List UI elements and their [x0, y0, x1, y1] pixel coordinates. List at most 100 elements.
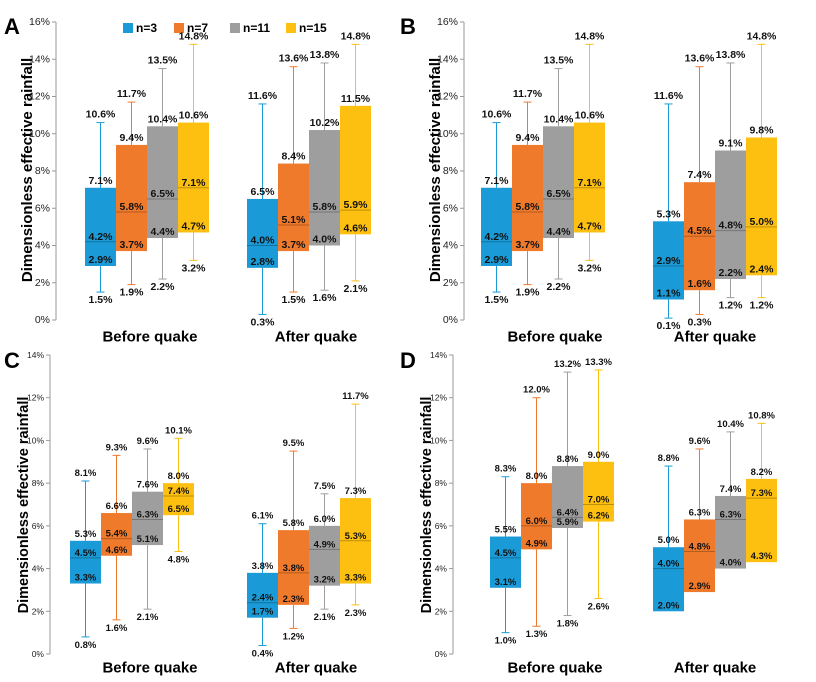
panel-D: D Dimensionless effective rainfall 0% 2% 4% 6…: [400, 348, 777, 677]
max-label: 9.3%: [106, 442, 128, 453]
box-n7: 13.6% 8.4% 5.1% 3.7% 1.5%: [278, 53, 309, 306]
q3-label: 9.4%: [120, 132, 145, 144]
y-tick-label: 4%: [35, 240, 50, 252]
panel-letter: B: [400, 14, 416, 39]
median-label: 4.0%: [251, 235, 276, 247]
y-axis-label: Dimensionless effective rainfall: [16, 397, 32, 614]
median-label: 4.2%: [89, 231, 114, 243]
box-n11: 13.8% 10.2% 5.8% 4.0% 1.6%: [309, 49, 340, 304]
box-n15: 11.7% 7.3% 5.3% 3.3% 2.3%: [340, 391, 371, 619]
box-body: [70, 540, 101, 584]
max-label: 9.6%: [689, 436, 711, 447]
box-body: [512, 144, 543, 252]
max-label: 14.8%: [747, 30, 777, 42]
y-axis-label: Dimensionless effective rainfall: [19, 58, 36, 282]
median-label: 4.9%: [314, 539, 336, 550]
q1-label: 4.7%: [182, 220, 207, 232]
q1-label: 2.4%: [750, 263, 775, 275]
y-axis-label: Dimensionless effective rainfall: [419, 397, 435, 614]
q3-label: 7.4%: [720, 484, 742, 495]
box-body: [653, 547, 684, 612]
q3-label: 8.2%: [751, 467, 773, 478]
median-label: 5.9%: [344, 199, 369, 211]
median-label: 5.1%: [282, 214, 307, 226]
min-label: 2.2%: [151, 281, 176, 293]
y-tick-label: 8%: [435, 478, 448, 488]
q1-label: 3.2%: [314, 575, 336, 586]
y-tick-label: 16%: [29, 16, 50, 28]
panel-letter: C: [4, 348, 20, 373]
box-body: [653, 221, 684, 300]
box-body: [490, 536, 521, 588]
median-label: 5.8%: [313, 201, 338, 213]
median-label: 4.0%: [658, 559, 680, 570]
box-n11: 13.5% 10.4% 6.5% 4.4% 2.2%: [147, 55, 178, 293]
box-body: [340, 498, 371, 584]
q1-label: 3.1%: [495, 577, 517, 588]
box-body: [583, 461, 614, 522]
max-label: 9.5%: [283, 438, 305, 449]
max-label: 14.8%: [179, 30, 209, 42]
q3-label: 6.6%: [106, 501, 128, 512]
box-body: [85, 187, 116, 266]
q1-label: 4.6%: [344, 222, 369, 234]
legend-label: n=3: [136, 21, 157, 35]
y-tick-label: 12%: [437, 91, 458, 103]
min-label: 1.2%: [283, 631, 305, 642]
box-n7: 9.3% 6.6% 5.4% 4.6% 1.6%: [101, 442, 132, 634]
box-body: [684, 519, 715, 593]
q3-label: 7.1%: [485, 175, 510, 187]
q3-label: 8.0%: [526, 471, 548, 482]
max-label: 13.2%: [554, 359, 581, 370]
box-n11: 10.4% 7.4% 6.3% 4.0%: [715, 419, 746, 569]
box-n3: 8.1% 5.3% 4.5% 3.3% 0.8%: [70, 468, 101, 651]
median-label: 5.4%: [106, 529, 128, 540]
box-body: [715, 150, 746, 280]
category-label: Before quake: [507, 660, 602, 677]
box-n7: 9.5% 5.8% 3.8% 2.3% 1.2%: [278, 438, 309, 642]
box-n7: 11.7% 9.4% 5.8% 3.7% 1.9%: [512, 88, 543, 299]
median-label: 5.0%: [750, 216, 775, 228]
min-label: 1.9%: [120, 287, 145, 299]
max-label: 14.8%: [575, 30, 605, 42]
q3-label: 7.4%: [688, 169, 713, 181]
y-tick-label: 2%: [35, 277, 50, 289]
box-body: [684, 182, 715, 291]
median-label: 7.0%: [588, 495, 610, 506]
median-label: 7.3%: [751, 488, 773, 499]
box-n11: 13.2% 8.8% 6.4%5.9% 1.8%: [552, 359, 583, 630]
category-label: Before quake: [102, 329, 197, 346]
category-label: After quake: [674, 329, 757, 346]
box-n3: 10.6% 7.1% 4.2% 2.9% 1.5%: [85, 109, 116, 306]
y-tick-label: 12%: [27, 393, 44, 403]
min-label: 0.1%: [657, 320, 682, 332]
q1-label: 2.8%: [251, 256, 276, 268]
y-tick-label: 4%: [32, 564, 45, 574]
max-label: 11.7%: [342, 391, 369, 402]
box-n3: 6.1% 3.8% 2.4% 1.7% 0.4%: [247, 511, 278, 659]
box-n3: 8.3% 5.5% 4.5% 3.1% 1.0%: [490, 464, 521, 647]
median-label: 7.4%: [168, 486, 190, 497]
category-label: After quake: [674, 660, 757, 677]
box-body: [521, 483, 552, 550]
y-tick-label: 12%: [430, 393, 447, 403]
q3-label: 9.8%: [750, 124, 775, 136]
y-tick-label: 4%: [435, 564, 448, 574]
max-label: 13.5%: [544, 55, 574, 67]
q3-label: 9.0%: [588, 450, 610, 461]
y-tick-label: 10%: [29, 128, 50, 140]
box-body: [340, 105, 371, 235]
max-label: 10.6%: [482, 109, 512, 121]
min-label: 2.1%: [137, 612, 159, 623]
y-axis-label: Dimensionless effective rainfall: [427, 58, 444, 282]
min-label: 1.3%: [526, 629, 548, 640]
box-body: [746, 137, 777, 276]
legend: n=3 n=7 n=11 n=15: [123, 21, 327, 35]
y-tick-label: 0%: [32, 649, 45, 659]
box-n11: 7.5% 6.0% 4.9% 3.2% 2.1%: [309, 481, 340, 623]
min-label: 2.1%: [314, 612, 336, 623]
min-label: 2.3%: [345, 608, 367, 619]
q3-label: 5.5%: [495, 525, 517, 536]
q1-label: 2.2%: [719, 267, 744, 279]
q1-label: 3.3%: [345, 573, 367, 584]
